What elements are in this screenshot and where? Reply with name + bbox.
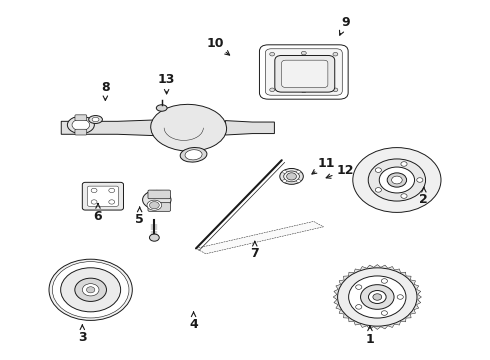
Circle shape — [91, 200, 97, 204]
Text: 7: 7 — [250, 247, 259, 260]
Text: 2: 2 — [419, 193, 428, 206]
Circle shape — [149, 202, 159, 209]
Text: 11: 11 — [317, 157, 335, 170]
Circle shape — [368, 291, 386, 303]
Circle shape — [296, 180, 300, 183]
FancyBboxPatch shape — [282, 60, 328, 87]
Circle shape — [270, 52, 274, 56]
Ellipse shape — [72, 119, 90, 131]
Circle shape — [86, 287, 95, 293]
FancyBboxPatch shape — [148, 190, 171, 199]
Circle shape — [416, 178, 423, 182]
Text: 10: 10 — [207, 37, 224, 50]
Text: 6: 6 — [94, 210, 102, 222]
Ellipse shape — [185, 150, 202, 160]
Circle shape — [75, 278, 106, 301]
Circle shape — [109, 188, 115, 193]
Ellipse shape — [284, 171, 299, 182]
Circle shape — [301, 51, 306, 55]
Circle shape — [356, 305, 362, 309]
FancyBboxPatch shape — [148, 203, 171, 211]
Circle shape — [361, 285, 394, 309]
Circle shape — [283, 180, 287, 183]
FancyBboxPatch shape — [275, 55, 335, 92]
FancyBboxPatch shape — [75, 129, 87, 135]
Circle shape — [387, 173, 407, 187]
Circle shape — [52, 262, 129, 318]
Circle shape — [333, 88, 338, 91]
Polygon shape — [333, 265, 421, 329]
Circle shape — [301, 89, 306, 93]
Text: 4: 4 — [189, 318, 198, 331]
Circle shape — [368, 159, 426, 201]
Ellipse shape — [280, 168, 303, 184]
Circle shape — [61, 268, 121, 312]
Circle shape — [338, 268, 417, 326]
Circle shape — [91, 188, 97, 193]
Circle shape — [353, 148, 441, 212]
Circle shape — [401, 162, 407, 166]
Circle shape — [270, 88, 274, 91]
Circle shape — [82, 284, 99, 296]
FancyBboxPatch shape — [266, 49, 342, 95]
Circle shape — [296, 170, 300, 173]
Text: 5: 5 — [135, 213, 144, 226]
Ellipse shape — [156, 105, 167, 111]
Text: 9: 9 — [341, 16, 350, 29]
Circle shape — [401, 194, 407, 198]
Circle shape — [287, 173, 296, 180]
Circle shape — [356, 285, 362, 289]
Circle shape — [397, 295, 403, 299]
Ellipse shape — [151, 104, 226, 151]
Circle shape — [375, 168, 381, 172]
Circle shape — [149, 234, 159, 241]
Text: 3: 3 — [78, 331, 87, 344]
Ellipse shape — [143, 190, 171, 209]
Ellipse shape — [180, 148, 207, 162]
Polygon shape — [61, 120, 157, 136]
Circle shape — [373, 294, 382, 300]
Ellipse shape — [67, 116, 94, 134]
Ellipse shape — [147, 200, 162, 210]
Circle shape — [333, 52, 338, 56]
Circle shape — [49, 259, 132, 320]
Circle shape — [381, 279, 388, 283]
Text: 13: 13 — [158, 73, 175, 86]
Ellipse shape — [89, 116, 102, 123]
Circle shape — [283, 170, 287, 173]
Circle shape — [375, 188, 381, 192]
FancyBboxPatch shape — [75, 115, 87, 121]
Polygon shape — [196, 221, 323, 254]
Circle shape — [109, 200, 115, 204]
FancyBboxPatch shape — [87, 186, 119, 206]
Circle shape — [381, 311, 388, 315]
Circle shape — [349, 276, 406, 318]
Circle shape — [392, 176, 402, 184]
Text: 8: 8 — [101, 81, 110, 94]
Text: 12: 12 — [337, 164, 354, 177]
Text: 1: 1 — [366, 333, 374, 346]
Ellipse shape — [92, 117, 99, 122]
Circle shape — [379, 167, 415, 193]
FancyBboxPatch shape — [82, 182, 123, 210]
Polygon shape — [225, 121, 274, 135]
